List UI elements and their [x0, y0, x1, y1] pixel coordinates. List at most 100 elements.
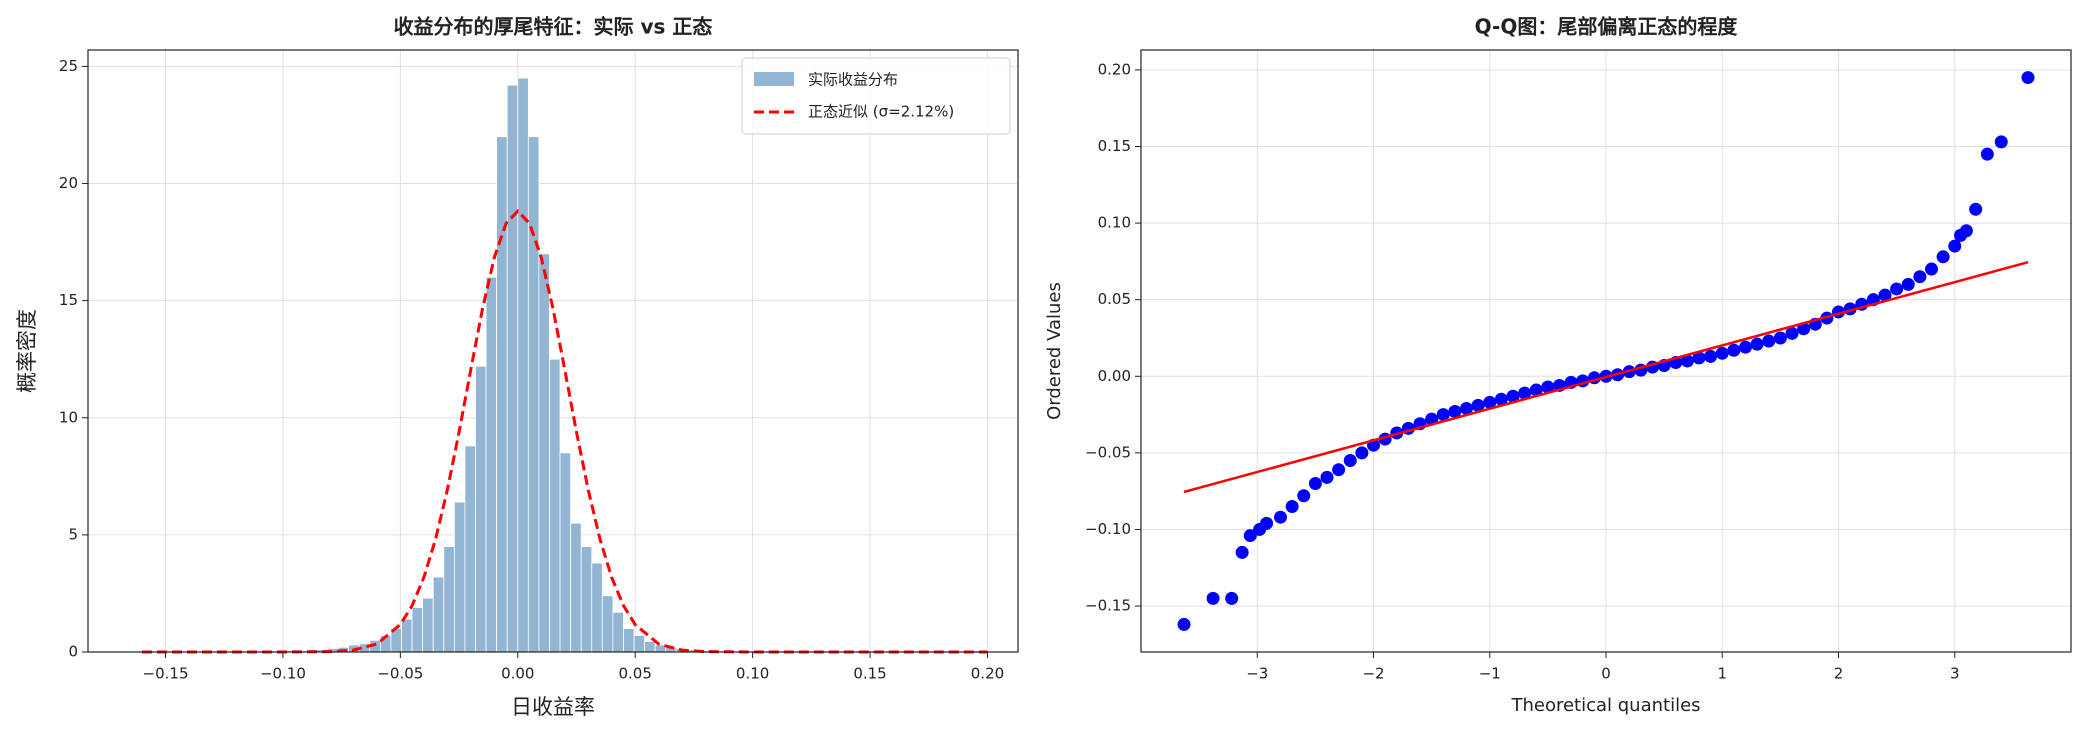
bar: [580, 546, 593, 653]
x-tick-label: −0.15: [143, 665, 189, 683]
point: [1692, 351, 1706, 365]
point: [2021, 71, 2035, 85]
x-tick-label: 0: [1601, 665, 1611, 683]
y-axis-label: 概率密度: [15, 309, 39, 393]
point: [1980, 147, 1994, 161]
legend-label: 正态近似 (σ=2.12%): [808, 103, 954, 121]
point: [1436, 408, 1450, 422]
point: [1518, 386, 1532, 400]
point: [1460, 401, 1473, 415]
chart-title: 收益分布的厚尾特征：实际 vs 正态: [394, 15, 713, 39]
bar: [527, 136, 540, 653]
legend-label: 实际收益分布: [808, 71, 898, 89]
y-tick-label: 20: [59, 174, 78, 192]
point: [1785, 326, 1799, 340]
point: [1297, 489, 1311, 503]
point: [1969, 202, 1983, 216]
bar: [559, 452, 572, 653]
point: [1739, 340, 1752, 354]
point: [1715, 346, 1729, 360]
point: [1913, 270, 1927, 284]
bar: [623, 628, 635, 653]
x-tick-label: −0.10: [260, 665, 306, 683]
x-tick-label: −2: [1362, 665, 1384, 683]
point: [1483, 395, 1497, 409]
bar: [644, 641, 656, 653]
point: [1494, 392, 1508, 406]
bar: [570, 522, 582, 653]
point: [1308, 477, 1322, 491]
x-tick-label: 0.10: [736, 665, 769, 683]
point: [1471, 398, 1485, 412]
bar: [601, 595, 614, 653]
point: [1925, 262, 1938, 276]
x-tick-label: −0.05: [377, 665, 423, 683]
bar: [411, 607, 424, 653]
x-tick-label: −3: [1246, 665, 1268, 683]
axes-frame: [1140, 49, 2072, 653]
bar: [591, 562, 603, 653]
x-tick-label: 1: [1717, 665, 1727, 683]
bar: [496, 136, 508, 653]
point: [1727, 343, 1741, 357]
point: [1506, 389, 1520, 403]
point: [1225, 591, 1239, 605]
point: [1343, 454, 1357, 468]
y-tick-label: 0.20: [1098, 60, 1131, 78]
point: [1206, 591, 1220, 605]
point: [1773, 331, 1787, 345]
y-tick-label: 0: [68, 643, 78, 661]
y-tick-label: 0.00: [1098, 367, 1131, 385]
bar: [633, 635, 645, 653]
x-tick-label: 0.00: [501, 665, 534, 683]
x-axis-label: Theoretical quantiles: [1510, 695, 1700, 716]
y-tick-label: 5: [68, 525, 78, 543]
bar: [517, 77, 529, 653]
x-tick-label: 2: [1834, 665, 1844, 683]
y-tick-label: −0.10: [1085, 520, 1131, 538]
bar: [612, 611, 624, 653]
bar: [443, 546, 455, 653]
bar: [464, 445, 476, 653]
point: [1704, 349, 1718, 363]
point: [1959, 224, 1973, 238]
bar: [538, 253, 550, 653]
point: [1260, 516, 1274, 530]
y-tick-label: 0.05: [1098, 290, 1131, 308]
point: [1235, 545, 1249, 559]
bar: [506, 84, 519, 653]
y-tick-label: 0.15: [1098, 137, 1131, 155]
x-tick-label: 0.20: [971, 665, 1004, 683]
chart-title: Q-Q图：尾部偏离正态的程度: [1475, 15, 1739, 39]
point: [1797, 322, 1811, 336]
point: [1355, 446, 1369, 460]
point: [1285, 499, 1299, 513]
axes-frame: [87, 49, 1019, 653]
legend-box: [741, 57, 1011, 135]
point: [1274, 510, 1287, 524]
bar: [422, 597, 434, 653]
x-tick-label: 3: [1950, 665, 1960, 683]
point: [1320, 470, 1334, 484]
legend-swatch: [754, 72, 794, 86]
x-axis-label: 日收益率: [511, 695, 595, 719]
y-tick-label: −0.05: [1085, 443, 1131, 461]
bar: [549, 358, 561, 653]
y-tick-label: 0.10: [1098, 214, 1131, 232]
point: [1332, 463, 1346, 477]
point: [1448, 405, 1462, 419]
x-tick-label: −1: [1479, 665, 1501, 683]
bar: [401, 618, 413, 653]
x-tick-label: 0.05: [618, 665, 651, 683]
bar: [453, 501, 466, 653]
point: [1901, 277, 1915, 291]
point: [1936, 250, 1950, 264]
y-tick-label: 10: [59, 408, 78, 426]
y-tick-label: −0.15: [1085, 597, 1131, 615]
x-tick-label: 0.15: [853, 665, 886, 683]
bar: [654, 644, 667, 653]
point: [1177, 617, 1191, 631]
y-tick-label: 15: [59, 291, 78, 309]
normal-curve: [142, 208, 988, 654]
